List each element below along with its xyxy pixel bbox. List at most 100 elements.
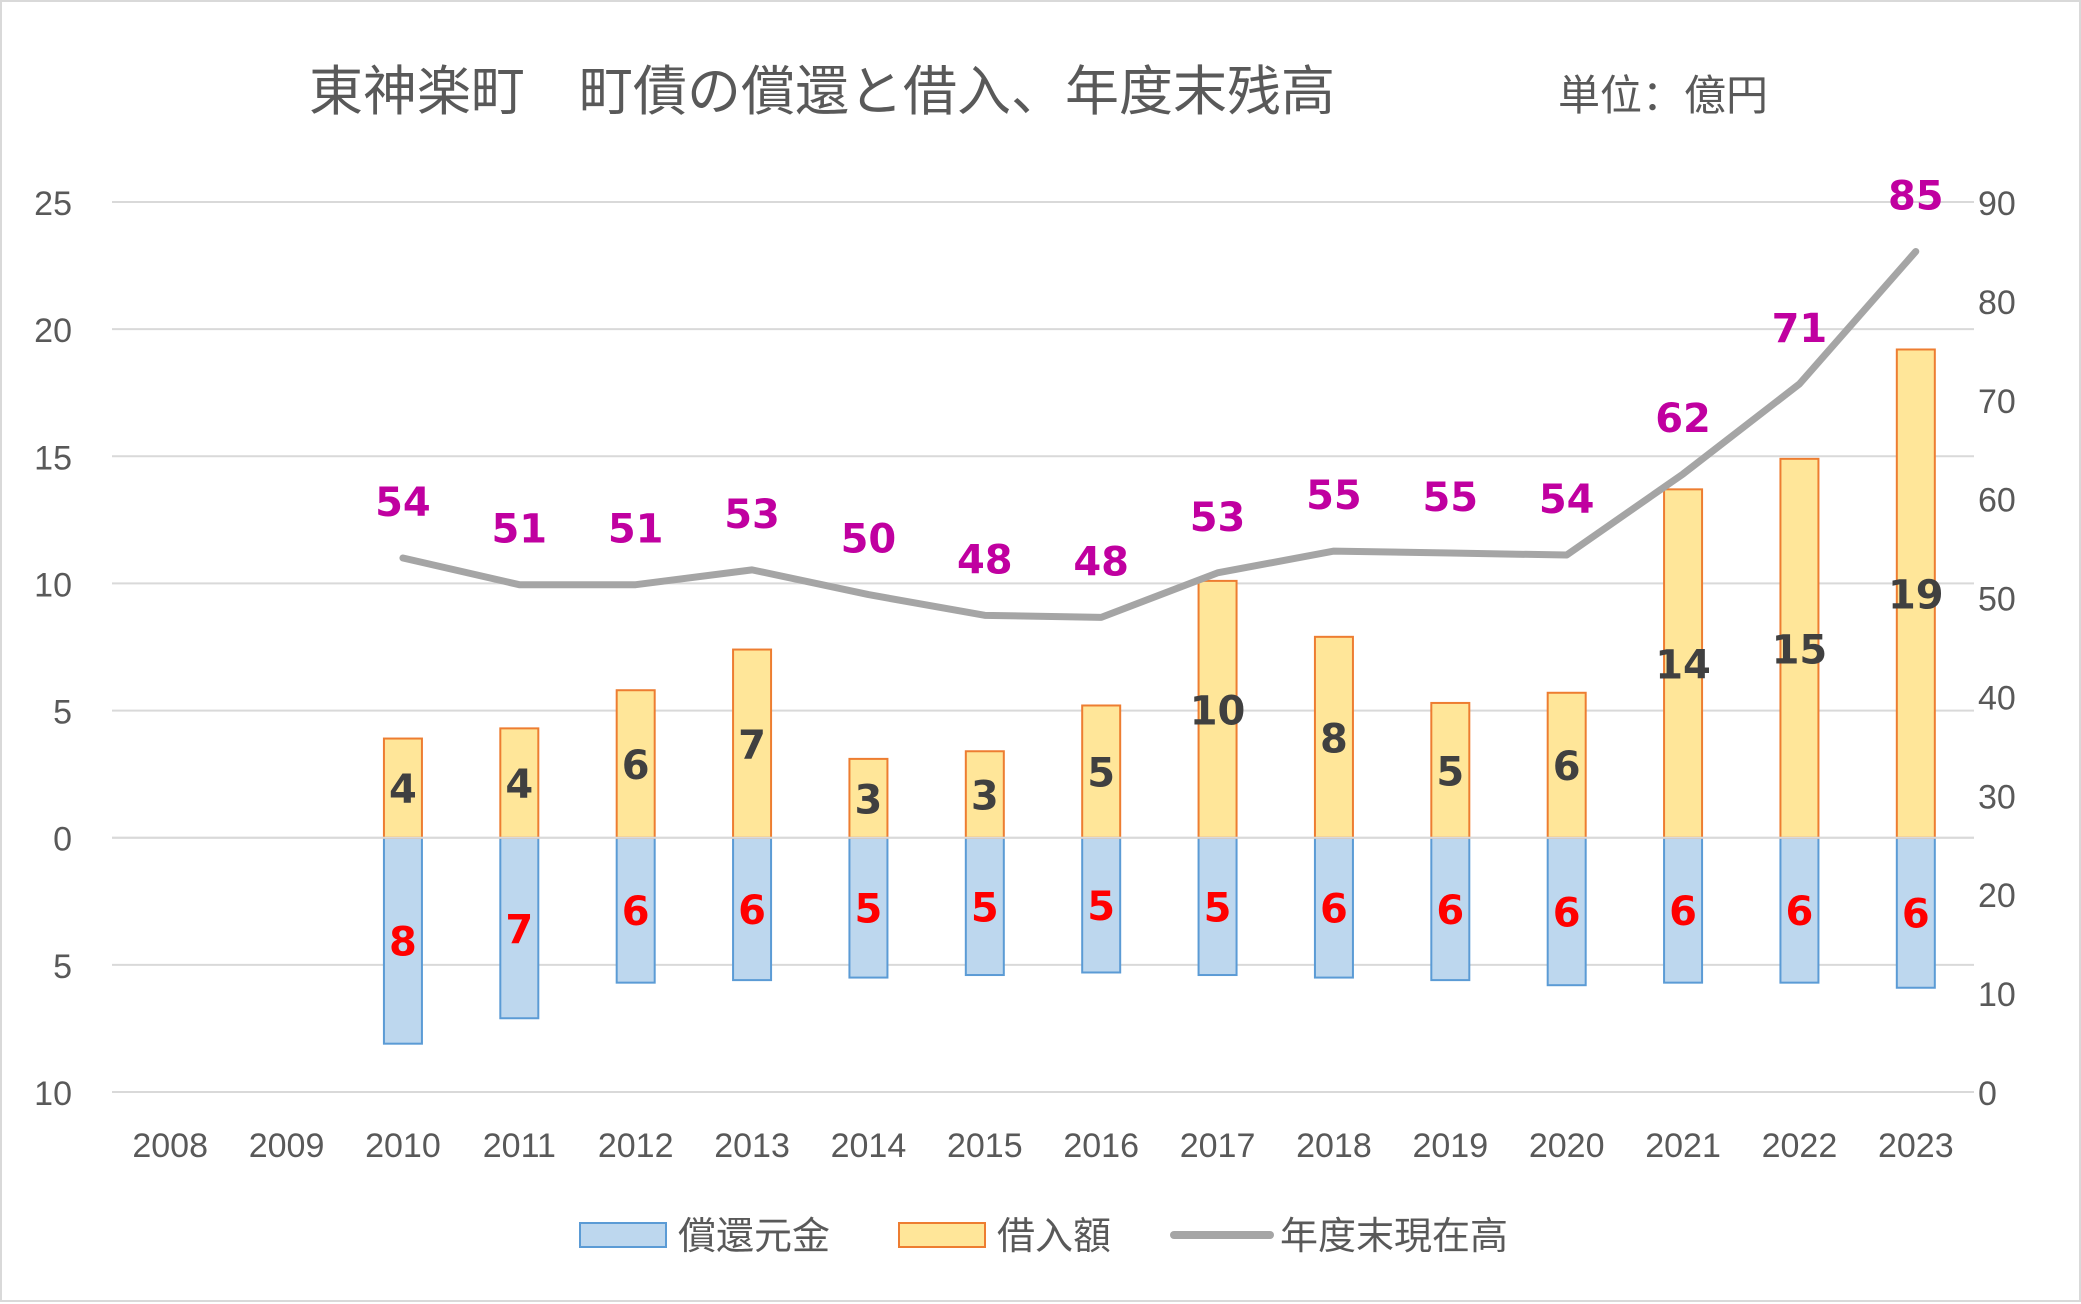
repayment-value-label: 6: [1320, 887, 1348, 933]
borrowing-value-label: 5: [1087, 751, 1115, 797]
balance-value-label: 51: [608, 507, 664, 553]
borrowing-bar: [382, 737, 423, 839]
bars: [382, 348, 1936, 1045]
repayment-bar: [1546, 836, 1587, 987]
repayment-value-label: 8: [389, 920, 417, 966]
y-left-tick-label: 25: [34, 185, 72, 223]
balance-value-label: 48: [1073, 539, 1129, 585]
borrowing-bar: [848, 757, 889, 839]
y-left-tick-label: 5: [53, 694, 72, 732]
x-tick-label: 2008: [132, 1127, 208, 1165]
repayment-value-label: 6: [1669, 889, 1697, 935]
balance-value-label: 71: [1772, 306, 1828, 352]
legend-repayment-label: 償還元金: [678, 1214, 830, 1258]
x-tick-label: 2012: [598, 1127, 674, 1165]
repayment-value-label: 6: [738, 888, 766, 934]
borrowing-bar: [1081, 704, 1122, 839]
y-left-tick-label: 10: [34, 1075, 72, 1113]
x-tick-label: 2018: [1296, 1127, 1372, 1165]
balance-value-label: 54: [1539, 477, 1595, 523]
borrowing-bar: [1779, 457, 1820, 839]
borrowing-value-label: 6: [622, 743, 650, 789]
borrowing-bar: [1546, 691, 1587, 839]
y-right-tick-label: 20: [1978, 877, 2016, 915]
borrowing-value-label: 14: [1655, 643, 1711, 689]
line-series: [399, 247, 1920, 621]
y-left-tick-label: 0: [53, 821, 72, 859]
x-tick-label: 2020: [1529, 1127, 1605, 1165]
y-right-tick-label: 80: [1978, 284, 2016, 322]
x-tick-label: 2010: [365, 1127, 441, 1165]
x-tick-label: 2023: [1878, 1127, 1954, 1165]
borrowing-bar: [1313, 635, 1354, 839]
borrowing-value-label: 6: [1553, 744, 1581, 790]
repayment-bar: [1313, 836, 1354, 979]
x-tick-label: 2016: [1063, 1127, 1139, 1165]
legend: 償還元金 借入額 年度末現在高: [579, 1214, 1508, 1258]
repayment-bar: [1197, 836, 1238, 977]
balance-value-label: 53: [1190, 495, 1246, 541]
balance-value-label: 48: [957, 537, 1013, 583]
repayment-value-label: 5: [1204, 885, 1232, 931]
borrowing-value-label: 5: [1436, 749, 1464, 795]
x-tick-label: 2019: [1412, 1127, 1488, 1165]
borrowing-value-label: 3: [855, 777, 883, 823]
x-tick-label: 2009: [249, 1127, 325, 1165]
repayment-value-label: 6: [1553, 890, 1581, 936]
balance-value-label: 51: [491, 507, 547, 553]
x-tick-label: 2017: [1180, 1127, 1256, 1165]
repayment-value-label: 5: [971, 885, 999, 931]
y-right-tick-label: 90: [1978, 185, 2016, 223]
y-right-tick-label: 0: [1978, 1075, 1997, 1113]
balance-line: [399, 247, 1920, 621]
borrowing-bar: [1663, 488, 1704, 839]
y-right-tick-label: 30: [1978, 778, 2016, 816]
repayment-bar: [615, 836, 656, 984]
balance-value-label: 62: [1655, 396, 1711, 442]
balance-value-label: 53: [724, 492, 780, 538]
repayment-value-label: 5: [1087, 884, 1115, 930]
borrowing-value-label: 19: [1888, 573, 1944, 619]
unit-label: 単位：億円: [1558, 71, 1768, 120]
borrowing-value-label: 4: [505, 762, 533, 808]
repayment-value-label: 6: [1436, 888, 1464, 934]
legend-balance-label: 年度末現在高: [1280, 1214, 1508, 1258]
borrowing-bar: [615, 689, 656, 839]
legend-repayment-swatch: [579, 1222, 667, 1248]
repayment-bar: [382, 836, 423, 1045]
borrowing-value-label: 7: [738, 723, 766, 769]
chart-title: 東神楽町 町債の償還と借入、年度末残高: [309, 60, 1335, 123]
y-right-tick-label: 70: [1978, 383, 2016, 421]
borrowing-bar: [964, 750, 1005, 839]
repayment-bar: [1430, 836, 1471, 982]
borrowing-value-label: 10: [1190, 688, 1246, 734]
x-tick-label: 2021: [1645, 1127, 1721, 1165]
repayment-value-label: 6: [622, 889, 650, 935]
y-left-tick-label: 10: [34, 566, 72, 604]
borrowing-value-label: 8: [1320, 716, 1348, 762]
legend-borrowing-swatch: [898, 1222, 986, 1248]
borrowing-value-label: 15: [1772, 627, 1828, 673]
y-right-tick-label: 60: [1978, 482, 2016, 520]
repayment-bar: [499, 836, 540, 1020]
borrowing-value-label: 4: [389, 767, 417, 813]
y-right-tick-label: 10: [1978, 976, 2016, 1014]
balance-value-label: 54: [375, 480, 431, 526]
balance-value-label: 85: [1888, 173, 1944, 219]
repayment-bar: [1779, 836, 1820, 984]
balance-value-label: 55: [1306, 473, 1362, 519]
repayment-value-label: 6: [1786, 889, 1814, 935]
repayment-value-label: 6: [1902, 892, 1930, 938]
repayment-value-label: 7: [505, 907, 533, 953]
x-tick-label: 2014: [831, 1127, 907, 1165]
y-left-tick-label: 20: [34, 312, 72, 350]
y-right-tick-label: 40: [1978, 679, 2016, 717]
repayment-bar: [848, 836, 889, 979]
borrowing-bar: [732, 648, 773, 839]
y-right-tick-label: 50: [1978, 581, 2016, 619]
balance-value-label: 50: [841, 517, 897, 563]
x-tick-label: 2015: [947, 1127, 1023, 1165]
